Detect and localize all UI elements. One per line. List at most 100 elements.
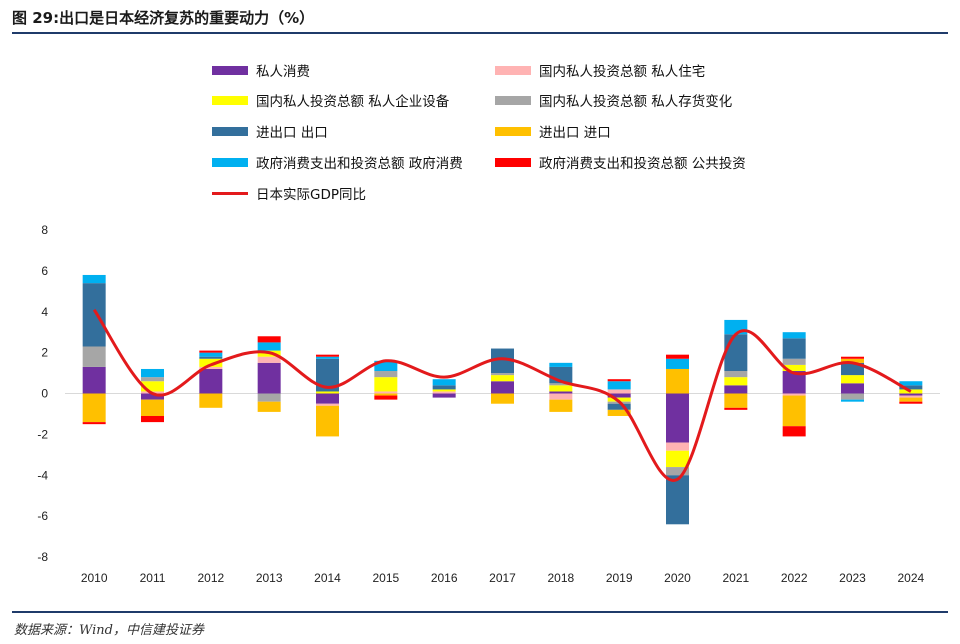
legend-label: 国内私人投资总额 私人住宅 <box>539 64 706 80</box>
x-tick-label: 2018 <box>547 571 574 585</box>
bar-segment <box>666 354 689 359</box>
legend-label: 日本实际GDP同比 <box>256 187 366 203</box>
x-tick-label: 2013 <box>256 571 283 585</box>
bar-segment <box>199 350 223 353</box>
bar-segment <box>549 383 573 386</box>
legend-swatch <box>212 157 248 167</box>
bar-segment <box>841 393 864 400</box>
bar-segment <box>316 358 339 392</box>
x-tick-label: 2017 <box>489 571 516 585</box>
bar-segment <box>82 366 106 394</box>
bar-segment <box>257 336 281 343</box>
x-tick-label: 2020 <box>664 571 691 585</box>
bar-segment <box>841 356 864 359</box>
bar-segment <box>491 373 514 376</box>
bar-segment <box>141 368 164 378</box>
gdp-line <box>92 308 912 482</box>
bar-segment <box>199 366 223 369</box>
bar-segment <box>141 393 164 400</box>
bar-segment <box>899 397 923 402</box>
bar-segment <box>607 397 631 402</box>
bar-segment <box>141 415 164 423</box>
bar-segment <box>141 377 164 382</box>
bar-segment <box>782 393 806 396</box>
bar-segment <box>432 393 456 398</box>
bar-segment <box>316 393 339 404</box>
y-tick-label: 4 <box>41 305 48 319</box>
bottom-rule <box>12 611 948 613</box>
legend-swatch <box>495 95 531 105</box>
x-tick-label: 2011 <box>140 571 166 585</box>
bar-segment <box>724 385 748 394</box>
bar-segment <box>724 407 748 410</box>
bar-segment <box>374 360 398 372</box>
bar-segment <box>666 442 689 451</box>
bar-segment <box>782 338 806 359</box>
bar-segment <box>782 395 806 427</box>
x-tick-label: 2019 <box>606 571 633 585</box>
legend-swatch <box>495 65 531 75</box>
bar-segment <box>899 381 923 386</box>
x-tick-label: 2010 <box>81 571 108 585</box>
bar-segment <box>257 342 281 351</box>
bar-segment <box>199 352 223 357</box>
legend-line-swatch <box>212 191 248 195</box>
bar-segment <box>141 381 164 392</box>
bar-segment <box>82 422 106 425</box>
bar-segment <box>666 450 689 468</box>
bar-segment <box>316 403 339 406</box>
bar-segment <box>607 409 631 416</box>
bar-segment <box>666 475 689 525</box>
bar-segment <box>549 385 573 392</box>
chart-plot: -8 -6 -4 -2 0 2 4 6 8 2010 2011 2012 2013 2014 2015 201… <box>37 223 940 585</box>
bar-segment <box>782 358 806 365</box>
y-tick-label: 0 <box>41 387 48 401</box>
bar-segment <box>432 385 456 390</box>
x-tick-label: 2015 <box>372 571 399 585</box>
bar-segment <box>841 399 864 402</box>
bar-segment <box>666 467 689 476</box>
legend-label: 国内私人投资总额 私人企业设备 <box>256 94 450 110</box>
y-tick-label: 6 <box>41 264 48 278</box>
legend-swatch <box>495 157 531 167</box>
bar-segment <box>491 393 514 404</box>
legend-item-gdp-line: 日本实际GDP同比 <box>212 183 366 203</box>
y-tick-label: -8 <box>37 550 48 564</box>
x-tick-label: 2012 <box>197 571 224 585</box>
bar-segment <box>432 391 456 394</box>
legend-item-exports: 进出口 出口 <box>212 121 328 141</box>
bar-segment <box>899 395 923 398</box>
bar-segment <box>316 405 339 437</box>
bar-segment <box>666 368 689 394</box>
bar-segment <box>549 391 573 394</box>
top-rule <box>12 32 948 34</box>
y-tick-label: -2 <box>37 427 48 441</box>
bar-segment <box>432 389 456 392</box>
bar-segment <box>374 377 398 392</box>
x-tick-label: 2023 <box>839 571 866 585</box>
bar-segment <box>82 346 106 367</box>
legend-item-private-equipment: 国内私人投资总额 私人企业设备 <box>212 90 449 110</box>
bar-segment <box>841 375 864 384</box>
bar-segment <box>841 362 864 376</box>
legend-swatch <box>212 95 248 105</box>
legend-item-public-investment: 政府消费支出和投资总额 公共投资 <box>495 152 746 172</box>
bar-segment <box>899 393 923 396</box>
legend-label: 政府消费支出和投资总额 公共投资 <box>539 156 746 172</box>
bar-segment <box>607 389 631 394</box>
bar-segment <box>666 393 689 443</box>
bar-segment <box>199 356 223 359</box>
legend-label: 进出口 进口 <box>539 125 611 141</box>
bar-segment <box>257 356 281 363</box>
x-tick-label: 2014 <box>314 571 341 585</box>
bar-segment <box>257 362 281 394</box>
bar-segment <box>491 375 514 382</box>
y-tick-label: 8 <box>41 223 48 237</box>
y-tick-label: -4 <box>37 468 48 482</box>
legend-item-private-inventory: 国内私人投资总额 私人存货变化 <box>495 90 732 110</box>
legend-swatch <box>495 126 531 136</box>
bar-segment <box>724 377 748 386</box>
bar-segment <box>724 371 748 378</box>
legend-label: 政府消费支出和投资总额 政府消费 <box>256 156 463 172</box>
bar-segment <box>374 393 398 396</box>
